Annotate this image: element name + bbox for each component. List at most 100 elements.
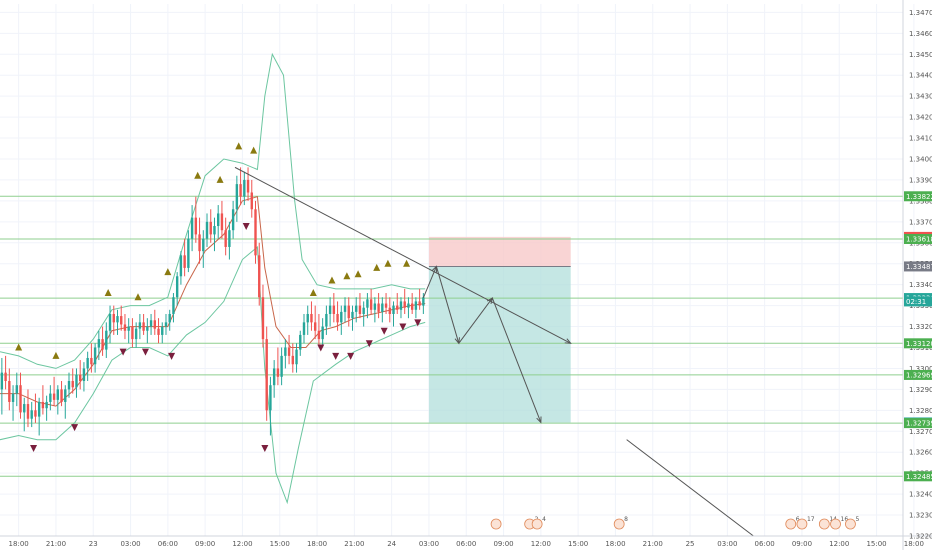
projection-arrowhead [536, 416, 542, 424]
y-tick-label: 1.33400 [909, 281, 932, 289]
signal-up-marker [164, 268, 172, 276]
price-label-badge[interactable] [904, 191, 932, 202]
candle-body [261, 297, 265, 340]
economic-event-icon[interactable] [785, 518, 797, 530]
signal-down-marker [347, 352, 355, 360]
economic-event-icon[interactable] [830, 518, 841, 530]
candle-body [302, 322, 306, 335]
y-tick-label: 1.32600 [909, 449, 932, 457]
candle-body [280, 355, 283, 377]
x-tick-label: 18:00 [9, 540, 29, 548]
candle-body [179, 255, 183, 277]
price-label-badge[interactable] [904, 338, 932, 349]
candle-body [239, 184, 242, 197]
candle-body [355, 305, 358, 312]
signal-up-marker [384, 259, 392, 267]
candle-body [358, 305, 362, 314]
price-label-badge[interactable] [904, 261, 932, 272]
y-tick-label: 1.32800 [909, 407, 932, 415]
projection-path-segment[interactable] [435, 266, 460, 344]
signal-up-marker [104, 289, 112, 297]
trendline[interactable] [234, 166, 571, 344]
economic-event-icon[interactable] [796, 518, 808, 530]
y-tick-label: 1.34300 [909, 93, 932, 101]
candle-body [123, 324, 127, 331]
candle-body [49, 393, 52, 402]
price-label-text: 1.32485 [906, 473, 932, 481]
candle-body [399, 301, 403, 310]
x-tick-label: 06:00 [456, 540, 476, 548]
price-label-badge[interactable] [904, 471, 932, 482]
candle-body [313, 322, 317, 331]
candle-body [105, 330, 108, 350]
signal-up-marker [52, 351, 60, 359]
price-label-text: 1.32969 [906, 371, 932, 379]
candle-body [4, 372, 7, 382]
candle-body [198, 234, 201, 252]
projection-path-segment[interactable] [458, 297, 493, 344]
candle-body [131, 326, 134, 340]
economic-event-icon[interactable] [490, 518, 502, 530]
candle-body [317, 330, 321, 340]
candle-body [138, 322, 142, 329]
price-label-badge[interactable] [904, 418, 932, 429]
economic-event-icon[interactable] [818, 518, 830, 530]
signal-down-marker [332, 352, 340, 360]
candle-body [194, 217, 198, 235]
signal-down-marker [399, 323, 407, 331]
stop-loss-zone[interactable] [428, 236, 571, 267]
candle-body [11, 393, 15, 402]
x-tick-label: 15:00 [866, 540, 886, 548]
signal-up-marker [194, 171, 202, 179]
candle-body [224, 230, 227, 247]
projection-path-segment[interactable] [491, 297, 542, 423]
x-tick-label: 03:00 [419, 540, 439, 548]
trendline[interactable] [626, 439, 754, 537]
economic-event-count: 6 [796, 516, 800, 523]
candle-body [127, 326, 130, 331]
price-label-badge[interactable] [904, 369, 932, 380]
candle-body [149, 320, 153, 327]
x-tick-label: 06:00 [158, 540, 178, 548]
signal-up-marker [328, 276, 336, 284]
y-tick-label: 1.34000 [909, 155, 932, 163]
price-label-badge[interactable] [904, 234, 932, 245]
signal-up-marker [354, 270, 362, 278]
y-tick-label: 1.33000 [909, 365, 932, 373]
candle-body [56, 389, 60, 400]
candle-body [231, 209, 235, 231]
candle-body [0, 372, 4, 390]
candle-body [343, 305, 347, 312]
y-tick-label: 1.34400 [909, 72, 932, 80]
economic-event-count: 8 [624, 516, 628, 523]
candle-body [164, 322, 168, 327]
candle-body [19, 385, 22, 413]
y-tick-label: 1.34500 [909, 51, 932, 59]
economic-event-icon[interactable] [613, 518, 625, 530]
candle-body [265, 339, 268, 411]
economic-event-icon[interactable] [845, 518, 856, 530]
x-tick-label: 23 [89, 540, 98, 548]
take-profit-zone[interactable] [428, 266, 571, 423]
candle-body [310, 313, 313, 323]
y-tick-label: 1.33700 [909, 218, 932, 226]
candle-body [373, 303, 377, 310]
candle-body [287, 347, 291, 356]
candle-body [190, 217, 194, 239]
candle-body [220, 213, 224, 231]
candle-body [299, 334, 302, 350]
candle-body [157, 328, 160, 335]
price-label-badge[interactable] [904, 296, 932, 307]
price-label-text: 1.33618 [906, 236, 932, 244]
candle-body [340, 311, 343, 323]
economic-event-icon[interactable] [531, 518, 543, 530]
candle-body [306, 313, 309, 323]
candle-body [86, 357, 89, 369]
candle-body [26, 404, 30, 419]
candle-body [250, 192, 253, 210]
x-tick-label: 18:00 [605, 540, 625, 548]
projection-path-segment[interactable] [422, 266, 437, 299]
candle-body [407, 303, 410, 308]
